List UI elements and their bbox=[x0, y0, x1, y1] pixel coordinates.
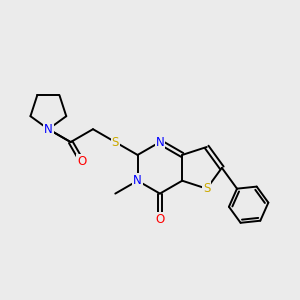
Text: N: N bbox=[155, 136, 164, 148]
Text: O: O bbox=[155, 213, 164, 226]
Text: O: O bbox=[77, 154, 86, 167]
Text: N: N bbox=[133, 174, 142, 187]
Text: S: S bbox=[203, 182, 210, 195]
Text: N: N bbox=[44, 123, 53, 136]
Text: O: O bbox=[77, 154, 86, 167]
Text: O: O bbox=[155, 213, 164, 226]
Text: S: S bbox=[112, 136, 119, 148]
